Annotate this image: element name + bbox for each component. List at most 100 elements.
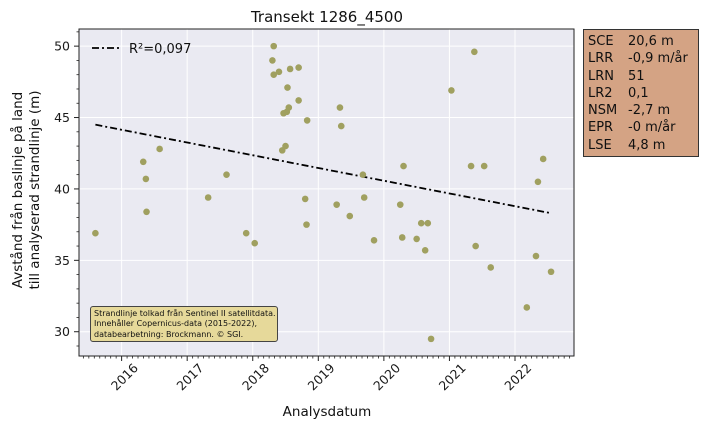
stat-row-lr2: LR2 0,1 [588, 85, 694, 102]
data-point [398, 234, 406, 241]
data-points [92, 42, 555, 343]
stat-value: 51 [628, 68, 645, 84]
data-point [286, 65, 294, 73]
source-note: Strandlinje tolkad från Sentinel II sate… [90, 306, 278, 342]
stat-row-epr: EPR -0 m/år [588, 119, 694, 136]
data-point [359, 171, 367, 178]
stat-value: 4,8 m [628, 137, 666, 153]
data-point [143, 208, 150, 216]
data-point [539, 155, 547, 163]
stat-key: LRR [588, 51, 614, 67]
stat-value: -0,9 m/år [628, 51, 688, 67]
y-axis-label-line2: till analyserad strandlinje (m) [27, 90, 43, 289]
data-point [417, 219, 425, 227]
data-point [523, 304, 531, 311]
data-point [92, 229, 99, 237]
data-point [295, 97, 302, 104]
data-point [547, 268, 555, 276]
x-tick-label: 2019 [305, 360, 338, 393]
stat-value: -0 m/år [628, 120, 676, 136]
data-point [370, 237, 378, 244]
data-point [303, 221, 310, 228]
data-point [251, 239, 259, 247]
x-tick-label: 2022 [501, 360, 534, 393]
data-point [223, 171, 230, 178]
data-point [487, 264, 495, 271]
data-point [301, 195, 309, 203]
y-tick-label: 50 [54, 39, 70, 54]
data-point [156, 145, 163, 153]
data-point [242, 229, 250, 237]
source-note-line: Strandlinje tolkad från Sentinel II sate… [94, 309, 276, 318]
data-point [400, 162, 407, 170]
data-point [427, 335, 435, 343]
plot-area [79, 29, 574, 356]
stat-row-sce: SCE 20,6 m [588, 33, 694, 50]
data-point [534, 178, 542, 186]
stat-key: LRN [588, 68, 614, 84]
source-note-line: databearbetning: Brockmann. © SGI. [94, 329, 244, 339]
trend-line [95, 123, 552, 215]
x-tick-label: 2018 [239, 360, 272, 393]
statistics-box: SCE 20,6 m LRR -0,9 m/år LRN 51 LR2 0,1 … [583, 29, 699, 157]
data-point [333, 201, 340, 208]
y-tick-label: 40 [54, 181, 70, 196]
stat-row-lse: LSE 4,8 m [588, 137, 694, 154]
stat-value: 20,6 m [628, 34, 674, 49]
data-point [360, 194, 368, 201]
x-tick-label: 2020 [370, 360, 403, 393]
legend: R²=0,097 [92, 42, 191, 57]
plot-frame [78, 28, 575, 357]
data-point [139, 158, 147, 166]
y-tick-label: 45 [54, 110, 70, 125]
x-tick-label: 2021 [436, 360, 469, 393]
data-point [467, 162, 475, 170]
data-point [532, 252, 540, 260]
y-axis-label-group: Avstånd från baslinje på land till analy… [9, 90, 43, 289]
data-point [303, 117, 311, 124]
data-point [284, 84, 291, 91]
y-axis-label-line1: Avstånd från baslinje på land [9, 92, 26, 288]
data-point [270, 42, 278, 50]
stat-key: EPR [588, 120, 614, 136]
data-point [346, 212, 354, 220]
x-tick-label: 2016 [108, 360, 141, 393]
data-point [285, 104, 293, 111]
stat-value: -2,7 m [628, 103, 671, 119]
legend-trend-label: R²=0,097 [129, 42, 191, 57]
stat-value: 0,1 [628, 85, 649, 101]
data-point [480, 162, 488, 170]
data-point [421, 247, 429, 254]
data-point [275, 68, 283, 76]
trend-layer [95, 123, 552, 215]
stat-key: NSM [588, 103, 618, 119]
stat-key: LR2 [588, 85, 613, 101]
stat-row-nsm: NSM -2,7 m [588, 102, 694, 119]
data-point [204, 194, 212, 201]
data-point [413, 235, 420, 243]
data-point [472, 242, 479, 250]
data-point [270, 71, 278, 78]
stat-row-lrn: LRN 51 [588, 68, 694, 85]
data-point [448, 87, 455, 94]
stat-key: LSE [588, 137, 612, 153]
data-point [282, 142, 289, 150]
chart-title: Transekt 1286_4500 [250, 8, 403, 27]
data-point [142, 175, 150, 183]
data-point [396, 201, 404, 208]
x-tick-label: 2017 [173, 360, 206, 393]
y-tick-label: 30 [54, 324, 70, 339]
data-point [471, 48, 478, 56]
data-point [337, 122, 345, 130]
data-point [269, 57, 276, 64]
data-point [336, 104, 344, 111]
x-axis-label: Analysdatum [283, 404, 372, 420]
source-note-line: Innehåller Copernicus-data (2015-2022), [94, 319, 257, 329]
stat-row-lrr: LRR -0,9 m/år [588, 50, 694, 67]
data-point [295, 64, 302, 71]
y-tick-label: 35 [54, 253, 70, 268]
data-point [424, 219, 432, 227]
grid [79, 29, 574, 356]
stat-key: SCE [588, 34, 614, 49]
